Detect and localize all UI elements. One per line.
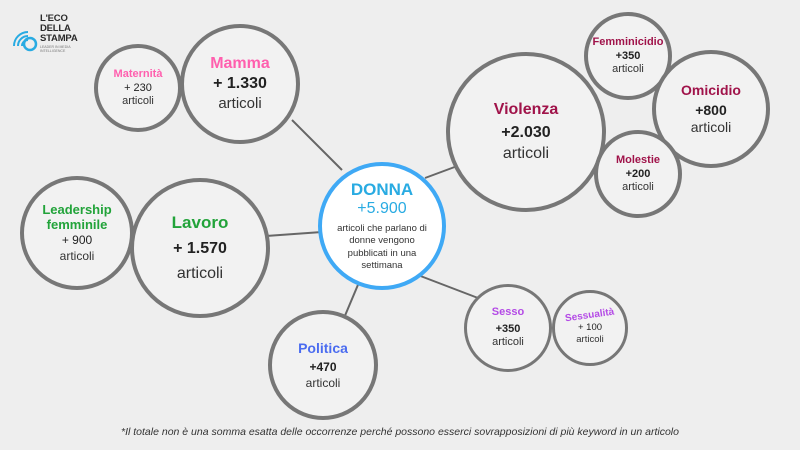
logo-line-3: STAMPA <box>40 33 78 44</box>
logo: L'ECO DELLA STAMPA LEADER IN MEDIA INTEL… <box>10 14 90 54</box>
node-molestie: Molestie +200 articoli <box>594 130 682 218</box>
node-lavoro-unit: articoli <box>176 264 224 282</box>
footnote: *Il totale non è una somma esatta delle … <box>121 426 679 438</box>
node-femminicidio-title: Femminicidio <box>592 35 664 48</box>
node-lavoro-title: Lavoro <box>171 213 229 233</box>
node-donna: DONNA +5.900 articoli che parlano di don… <box>318 162 446 290</box>
logo-mark-icon <box>13 31 38 52</box>
node-femminicidio-value: +350 <box>615 49 641 62</box>
node-omicidio-title: Omicidio <box>681 81 741 98</box>
node-leadership-value: + 900 <box>61 232 93 247</box>
node-mamma-unit: articoli <box>218 94 262 112</box>
node-lavoro-value: + 1.570 <box>173 239 227 257</box>
node-donna-title: DONNA <box>350 179 414 199</box>
node-molestie-title: Molestie <box>615 153 660 166</box>
node-leadership: Leadership femminile + 900 articoli <box>20 176 134 290</box>
logo-tagline: LEADER IN MEDIA INTELLIGENCE <box>40 45 71 53</box>
link-politica <box>343 279 361 319</box>
node-sessualita-unit: articoli <box>576 334 604 346</box>
node-omicidio-value: +800 <box>695 102 727 119</box>
node-omicidio-unit: articoli <box>690 119 732 136</box>
node-mamma-value: + 1.330 <box>213 74 267 92</box>
link-lavoro <box>265 231 323 237</box>
node-donna-unit: articoli che parlano di donne vengono pu… <box>337 222 427 272</box>
node-sesso-unit: articoli <box>492 336 524 349</box>
node-violenza-value: +2.030 <box>501 124 551 142</box>
node-violenza-unit: articoli <box>502 145 550 162</box>
node-molestie-value: +200 <box>625 167 651 180</box>
node-maternita: Maternità + 230 articoli <box>94 44 182 132</box>
node-maternita-title: Maternità <box>113 67 163 80</box>
logo-line-2: DELLA <box>40 23 71 34</box>
node-sesso-value: +350 <box>495 323 521 336</box>
node-lavoro: Lavoro + 1.570 articoli <box>130 178 270 318</box>
node-leadership-title: Leadership femminile <box>42 202 112 232</box>
node-maternita-value: + 230 <box>124 81 152 94</box>
node-mamma: Mamma + 1.330 articoli <box>180 24 300 144</box>
node-molestie-unit: articoli <box>622 180 654 193</box>
node-sesso: Sesso +350 articoli <box>464 284 552 372</box>
node-politica: Politica +470 articoli <box>268 310 378 420</box>
node-mamma-title: Mamma <box>210 55 270 73</box>
node-politica-unit: articoli <box>305 375 341 390</box>
link-mamma <box>291 119 343 171</box>
node-politica-title: Politica <box>298 339 348 356</box>
node-leadership-unit: articoli <box>59 248 95 263</box>
node-sessualita: Sessualità + 100 articoli <box>552 290 628 366</box>
node-sessualita-value: + 100 <box>577 321 603 333</box>
logo-line-1: L'ECO <box>40 13 68 24</box>
node-violenza: Violenza +2.030 articoli <box>446 52 606 212</box>
node-maternita-unit: articoli <box>122 94 154 107</box>
node-femminicidio-unit: articoli <box>612 62 644 75</box>
node-sesso-title: Sesso <box>491 306 525 319</box>
node-donna-value: +5.900 <box>357 200 407 218</box>
node-politica-value: +470 <box>309 360 337 375</box>
node-violenza-title: Violenza <box>493 100 559 118</box>
